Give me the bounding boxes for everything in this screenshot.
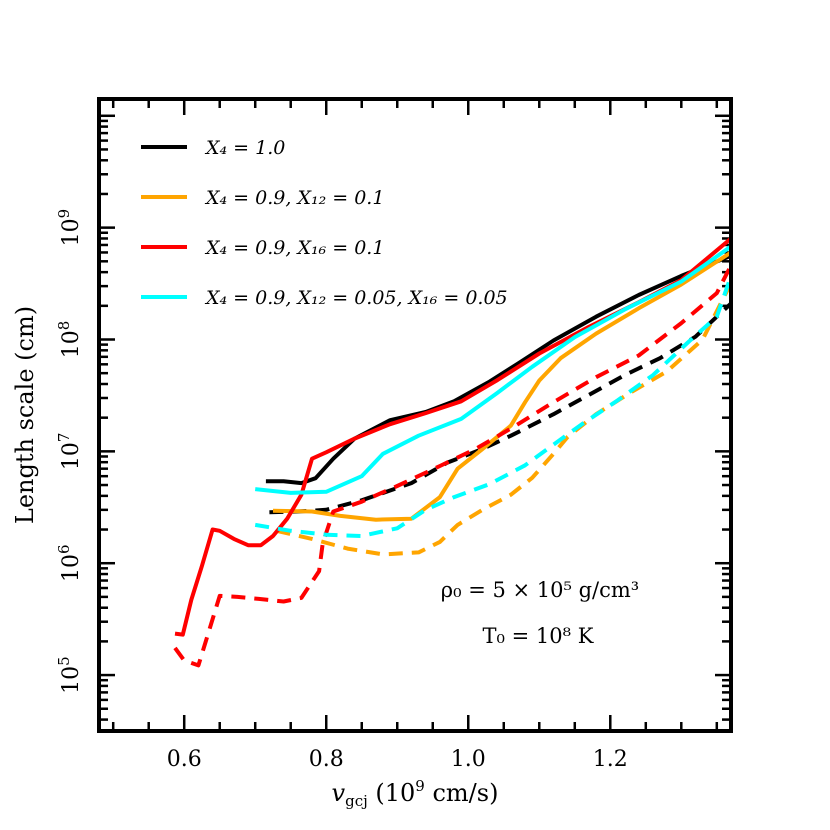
series-cyan-dashed	[254, 275, 733, 538]
y-axis-label: Length scale (cm)	[11, 306, 39, 524]
y-tick-label: 106	[55, 544, 84, 582]
series-cyan-solid	[254, 244, 733, 495]
annotation-density: ρ₀ = 5 × 10⁵ g/cm³	[441, 578, 639, 602]
tick-labels: 0.6 0.8 1.0 1.2 105 106 107 108 109	[55, 209, 628, 772]
x-tick-label: 1.2	[593, 747, 628, 772]
x-axis-label-rest: (10	[368, 779, 416, 807]
legend: X₄ = 1.0 X₄ = 0.9, X₁₂ = 0.1 X₄ = 0.9, X₁₆…	[141, 137, 508, 309]
annotation-temperature: T₀ = 10⁸ K	[483, 624, 594, 648]
legend-label-orange: X₄ = 0.9, X₁₂ = 0.1	[204, 187, 384, 209]
series-orange-dashed	[276, 282, 733, 557]
series-orange-solid	[272, 250, 733, 522]
plot-frame	[97, 97, 733, 733]
x-axis-label: vgcj (109 cm/s)	[332, 777, 499, 810]
legend-label-red: X₄ = 0.9, X₁₆ = 0.1	[204, 237, 384, 259]
x-axis-label-exp: 9	[415, 777, 425, 795]
x-axis-label-sub: gcj	[345, 792, 368, 810]
x-axis-label-var: v	[332, 779, 346, 807]
x-tick-label: 0.6	[167, 747, 202, 772]
data-series-group	[173, 236, 733, 668]
y-tick-label: 107	[55, 433, 84, 471]
series-red-solid	[174, 236, 733, 637]
series-red-dashed	[173, 264, 733, 668]
y-tick-label: 109	[55, 209, 84, 247]
x-tick-label: 1.0	[451, 747, 486, 772]
legend-label-black: X₄ = 1.0	[204, 137, 285, 159]
x-axis-label-tail: cm/s)	[425, 779, 499, 807]
y-tick-label: 105	[55, 656, 84, 694]
series-black-dashed	[269, 302, 733, 515]
x-tick-label: 0.8	[309, 747, 344, 772]
legend-label-cyan: X₄ = 0.9, X₁₂ = 0.05, X₁₆ = 0.05	[204, 287, 508, 309]
y-tick-label: 108	[55, 321, 84, 359]
